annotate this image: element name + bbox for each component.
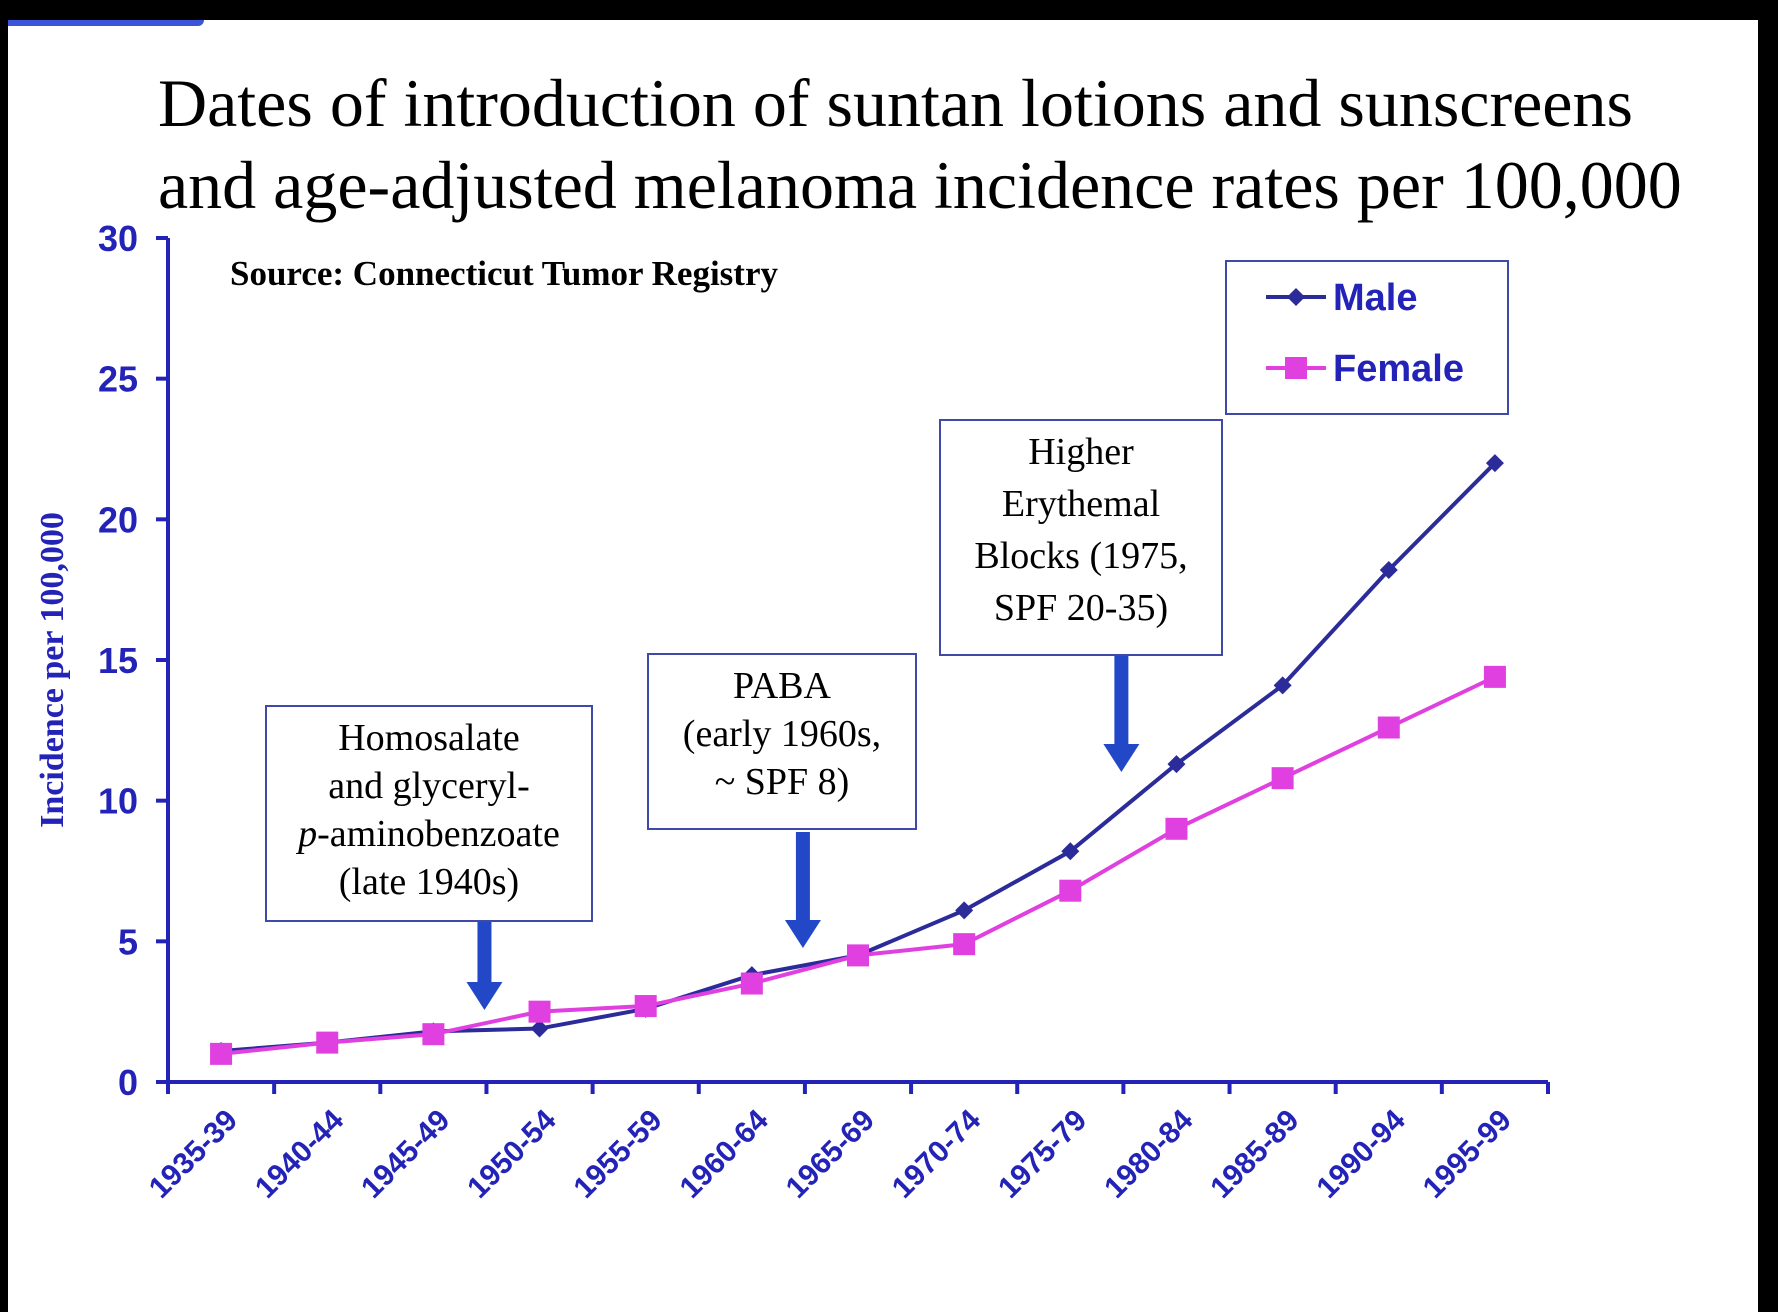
data-point-female: [847, 944, 869, 967]
title-line-2: and age-adjusted melanoma incidence rate…: [158, 147, 1682, 223]
x-tick-label: 1990-94: [1311, 1103, 1412, 1204]
data-point-female: [1059, 879, 1082, 902]
arrow-shaft: [1114, 656, 1129, 746]
data-point-female: [1165, 817, 1188, 840]
y-tick-label: 5: [118, 921, 138, 962]
x-tick-label: 1970-74: [886, 1103, 987, 1204]
arrow-head: [784, 920, 821, 948]
annotation-text: Blocks (1975,: [974, 535, 1187, 577]
top-tab-indicator: [8, 20, 204, 26]
legend-marker: [1285, 357, 1307, 379]
y-tick-label: 20: [98, 499, 138, 540]
data-point-male: [955, 901, 974, 920]
x-tick-label: 1985-89: [1204, 1104, 1305, 1205]
x-tick-label: 1935-39: [143, 1104, 244, 1205]
legend: Male Female: [1225, 260, 1509, 415]
annotation-text: (late 1940s): [339, 861, 519, 903]
legend-label-female: Female: [1333, 348, 1464, 390]
series: [210, 454, 1506, 1065]
x-tick-label: 1945-49: [355, 1104, 456, 1205]
data-point-male: [1061, 842, 1080, 861]
legend-marker: [1287, 288, 1305, 306]
source-label: Source: Connecticut Tumor Registry: [230, 254, 778, 293]
x-tick-label: 1975-79: [992, 1104, 1093, 1205]
data-point-female: [210, 1042, 233, 1065]
annotation-text: p-aminobenzoate: [295, 813, 560, 855]
data-point-female: [953, 933, 976, 956]
x-tick-label: 1955-59: [567, 1104, 668, 1205]
chart-title: Dates of introduction of suntan lotions …: [158, 62, 1758, 226]
annotation-text: Erythemal: [1002, 483, 1160, 525]
annotation-text: Homosalate: [338, 717, 520, 759]
data-point-female: [316, 1031, 339, 1054]
data-point-male: [1273, 676, 1292, 695]
y-tick-label: 30: [98, 218, 138, 259]
annotation-box: [265, 705, 593, 922]
data-point-female: [634, 995, 657, 1018]
x-tick-label: 1965-69: [780, 1104, 881, 1205]
y-axis-label: Incidence per 100,000: [34, 512, 71, 828]
legend-label-male: Male: [1333, 277, 1417, 319]
arrow-shaft: [477, 922, 492, 984]
arrow-head: [466, 982, 503, 1010]
data-point-female: [1377, 716, 1400, 739]
y-tick-label: 10: [98, 781, 138, 822]
annotation-box: [939, 419, 1223, 656]
data-point-female: [740, 972, 763, 995]
data-point-male: [1167, 755, 1186, 774]
chart: 0 5 10 15 20 25 30 1935-39 1940-44 1945-49 1950-54…: [34, 218, 1550, 1205]
title-line-1: Dates of introduction of suntan lotions …: [158, 65, 1633, 141]
x-tick-label: 1995-99: [1417, 1104, 1518, 1205]
data-point-female: [1483, 665, 1506, 688]
legend-box: [1225, 260, 1509, 415]
y-tick-label: 15: [98, 640, 138, 681]
x-tick-label: 1960-64: [674, 1103, 775, 1204]
annotation-text: SPF 20-35): [994, 587, 1168, 629]
data-point-female: [528, 1000, 551, 1023]
annotation-text: PABA: [733, 665, 831, 707]
data-point-female: [1271, 767, 1294, 790]
arrow-shaft: [795, 832, 810, 922]
slide: Dates of introduction of suntan lotions …: [8, 20, 1758, 1312]
annotation-text: (early 1960s,: [683, 713, 881, 755]
data-point-male: [1485, 454, 1504, 473]
y-tick-label: 0: [118, 1062, 138, 1103]
annotation-text: Higher: [1028, 431, 1134, 473]
annotation-box: [647, 653, 917, 830]
annotation-text: and glyceryl-: [328, 765, 530, 807]
x-tick-label: 1940-44: [249, 1103, 350, 1204]
y-tick-label: 25: [98, 359, 138, 400]
x-tick-label: 1980-84: [1098, 1103, 1199, 1204]
arrow-head: [1103, 744, 1140, 772]
annotation-text: ~ SPF 8): [715, 761, 850, 803]
data-point-female: [422, 1023, 445, 1046]
data-point-male: [1379, 560, 1398, 579]
x-tick-label: 1950-54: [461, 1103, 562, 1204]
annotations: Homosalate and glyceryl-p-aminobenzoate (l…: [265, 419, 1223, 1010]
